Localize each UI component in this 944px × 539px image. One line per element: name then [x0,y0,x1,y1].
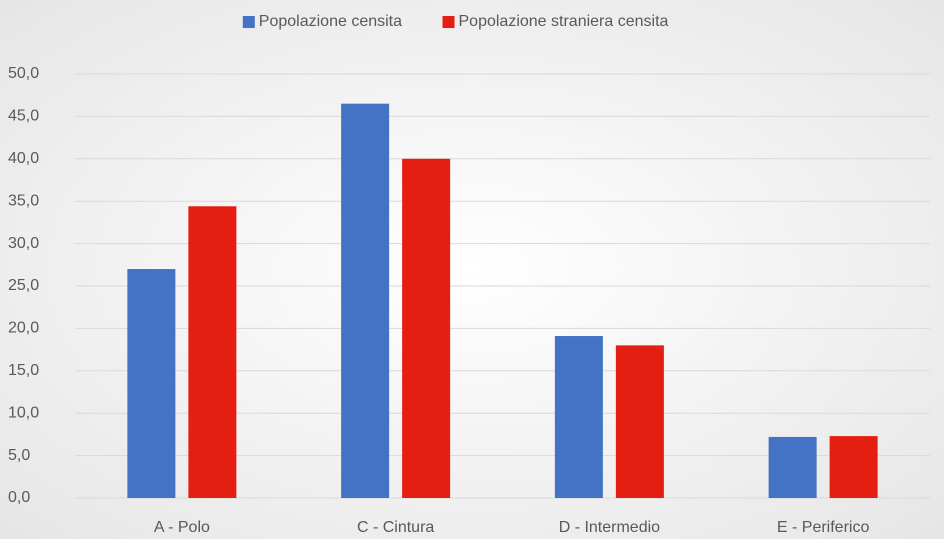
y-tick-label: 20,0 [8,320,39,337]
bar [768,436,817,498]
y-tick-label: 45,0 [8,108,39,125]
bar [402,158,451,499]
x-tick-label: D - Intermedio [559,519,660,536]
x-tick-label: C - Cintura [357,519,434,536]
bar [554,336,603,498]
legend-label: Popolazione censita [259,13,402,30]
y-tick-label: 25,0 [8,277,39,294]
y-tick-label: 50,0 [8,65,39,82]
legend-swatch [442,16,455,28]
y-tick-label: 15,0 [8,362,39,379]
y-tick-label: 35,0 [8,192,39,209]
bar [615,345,664,498]
bar [127,269,176,498]
y-tick-label: 40,0 [8,150,39,167]
bar [188,206,237,498]
y-tick-label: 5,0 [8,447,30,464]
x-tick-label: E - Periferico [777,519,870,536]
x-tick-label: A - Polo [154,519,210,536]
y-tick-label: 30,0 [8,235,39,252]
bar [829,436,878,498]
bar [341,103,390,499]
legend-label: Popolazione straniera censita [459,13,669,30]
y-tick-label: 0,0 [8,489,30,506]
y-tick-label: 10,0 [8,404,39,421]
legend-swatch [242,16,255,28]
